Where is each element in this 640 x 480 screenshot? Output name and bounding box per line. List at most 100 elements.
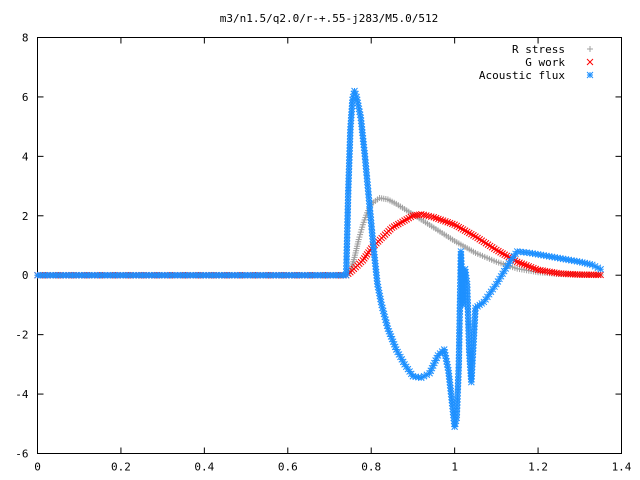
g-work-point: [525, 262, 533, 270]
acoustic-flux-point: [240, 271, 248, 279]
acoustic-flux-point: [56, 271, 64, 279]
g-work-point: [399, 218, 406, 226]
g-work-point: [461, 227, 469, 234]
x-tick-label: 0.4: [194, 461, 214, 474]
acoustic-flux-point: [288, 271, 296, 279]
acoustic-flux-point: [456, 317, 463, 324]
acoustic-flux-point: [464, 305, 472, 313]
acoustic-flux-point: [469, 344, 477, 352]
acoustic-flux-point: [132, 271, 140, 279]
acoustic-flux-point: [345, 156, 353, 164]
acoustic-flux-point: [470, 329, 478, 337]
acoustic-flux-point: [344, 212, 352, 219]
acoustic-flux-point: [53, 271, 60, 279]
chart-title: m3/n1.5/q2.0/r-+.55-j283/M5.0/512: [220, 12, 439, 25]
acoustic-flux-point: [455, 348, 463, 356]
acoustic-flux-point: [454, 376, 462, 384]
x-tick-label: 0.6: [278, 461, 298, 474]
legend-marker: [587, 46, 593, 52]
acoustic-flux-point: [469, 350, 477, 358]
g-work-point: [405, 214, 413, 222]
g-work-point: [448, 220, 456, 228]
acoustic-flux-point: [586, 260, 594, 268]
acoustic-flux-point: [72, 271, 80, 279]
acoustic-flux-point: [345, 184, 352, 191]
g-work-point: [427, 213, 435, 221]
acoustic-flux-point: [170, 271, 178, 279]
acoustic-flux-point: [186, 271, 194, 279]
acoustic-flux-point: [250, 271, 258, 279]
x-tick-label: 0.8: [361, 461, 381, 474]
x-tick-label: 1: [451, 461, 458, 474]
g-work-point: [451, 221, 458, 229]
g-work-point: [470, 232, 477, 239]
acoustic-flux-point: [177, 271, 185, 279]
g-work-point: [493, 246, 500, 254]
x-tick-label: 1.2: [528, 461, 548, 474]
acoustic-flux-point: [164, 271, 172, 279]
g-work-point: [432, 214, 440, 222]
acoustic-flux-point: [464, 311, 472, 319]
acoustic-flux-point: [454, 389, 462, 397]
g-work-point: [516, 259, 523, 267]
acoustic-flux-point: [464, 314, 472, 322]
g-work-point: [594, 271, 602, 279]
g-work-point: [437, 216, 445, 224]
acoustic-flux-point: [343, 240, 351, 248]
acoustic-flux-point: [454, 392, 461, 400]
g-work-point: [394, 220, 402, 228]
g-work-point: [442, 218, 449, 225]
y-tick-label: 2: [22, 210, 29, 223]
acoustic-flux-point: [215, 271, 223, 279]
acoustic-flux-point: [464, 302, 472, 310]
g-work-point: [457, 224, 465, 232]
plot-frame: [37, 37, 622, 454]
acoustic-flux-point: [576, 258, 584, 266]
acoustic-flux-point: [346, 153, 353, 161]
acoustic-flux-point: [471, 320, 478, 327]
acoustic-flux-point: [456, 313, 464, 321]
legend-label: R stress: [512, 43, 565, 56]
acoustic-flux-point: [457, 257, 465, 265]
acoustic-flux-point: [369, 235, 377, 243]
y-tick-label: 8: [22, 32, 29, 45]
acoustic-flux-point: [345, 168, 353, 176]
x-tick-label: 0: [34, 461, 41, 474]
legend-label: Acoustic flux: [479, 69, 565, 82]
acoustic-flux-point: [520, 248, 527, 256]
acoustic-flux-point: [104, 271, 111, 279]
acoustic-flux-point: [468, 369, 476, 377]
g-work-point: [435, 215, 442, 223]
g-work-point: [407, 213, 415, 221]
g-work-point: [495, 247, 502, 255]
acoustic-flux-point: [253, 271, 261, 279]
g-work-point: [518, 260, 526, 267]
g-work-point: [455, 223, 463, 231]
y-tick-label: -6: [15, 448, 28, 461]
g-work-point: [446, 219, 454, 227]
acoustic-flux-point: [97, 271, 105, 279]
acoustic-flux-point: [62, 271, 70, 279]
acoustic-flux-point: [37, 271, 45, 279]
acoustic-flux-point: [345, 162, 353, 170]
acoustic-flux-point: [464, 308, 472, 316]
acoustic-flux-point: [468, 375, 475, 383]
acoustic-flux-point: [457, 248, 465, 255]
acoustic-flux-point: [205, 271, 213, 279]
g-work-point: [430, 213, 438, 221]
acoustic-flux-point: [88, 271, 95, 279]
acoustic-flux-point: [344, 215, 351, 223]
legend-marker: [586, 71, 594, 79]
acoustic-flux-point: [110, 271, 118, 279]
g-work-point: [520, 261, 528, 268]
acoustic-flux-point: [116, 271, 124, 279]
g-work-point: [459, 226, 467, 233]
g-work-point: [417, 210, 425, 218]
acoustic-flux-point: [456, 323, 463, 331]
acoustic-flux-point: [464, 299, 472, 307]
g-work-point: [401, 217, 408, 224]
g-work-point: [497, 248, 504, 256]
y-tick-label: 4: [22, 150, 29, 163]
acoustic-flux-point: [202, 271, 210, 279]
